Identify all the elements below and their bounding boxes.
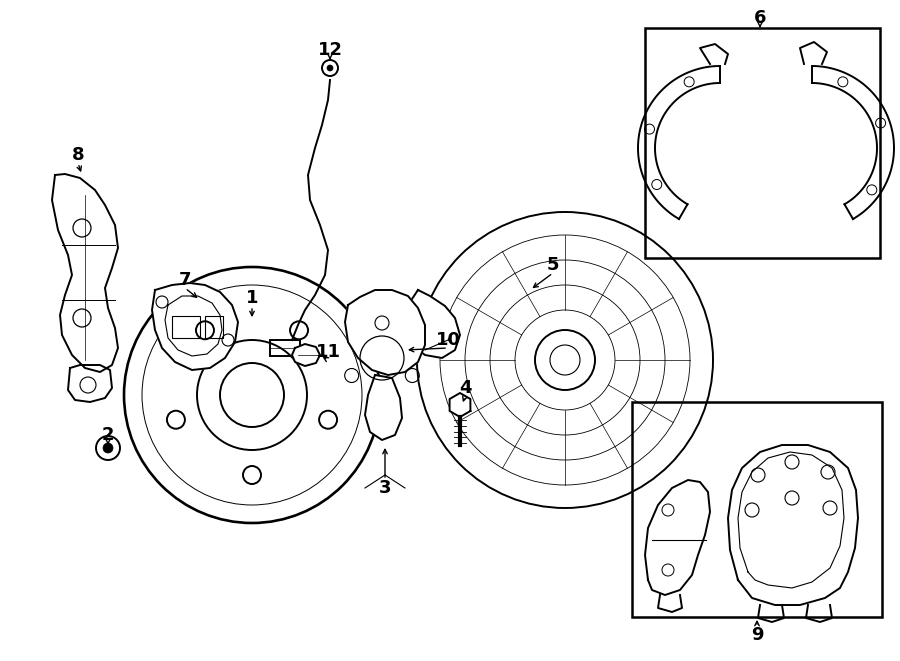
- Text: 3: 3: [379, 479, 392, 497]
- Bar: [205, 316, 223, 338]
- Polygon shape: [345, 290, 425, 375]
- Text: 4: 4: [459, 379, 472, 397]
- Text: 7: 7: [179, 271, 191, 289]
- Polygon shape: [68, 365, 112, 402]
- Polygon shape: [405, 290, 460, 358]
- Polygon shape: [645, 480, 710, 595]
- Bar: [172, 316, 200, 338]
- Text: 10: 10: [436, 331, 461, 349]
- Bar: [632, 402, 882, 617]
- Text: 9: 9: [751, 626, 763, 644]
- Text: 1: 1: [246, 289, 258, 307]
- Text: 11: 11: [316, 343, 340, 361]
- Text: 8: 8: [72, 146, 85, 164]
- Text: 12: 12: [318, 41, 343, 59]
- Polygon shape: [52, 174, 118, 372]
- Polygon shape: [365, 375, 402, 440]
- Polygon shape: [292, 344, 320, 366]
- Polygon shape: [450, 393, 471, 417]
- Polygon shape: [152, 283, 238, 370]
- Circle shape: [103, 443, 113, 453]
- Text: 6: 6: [754, 9, 766, 27]
- Polygon shape: [728, 445, 858, 605]
- Circle shape: [327, 65, 333, 71]
- Text: 5: 5: [547, 256, 559, 274]
- Bar: [645, 28, 880, 258]
- Bar: [270, 340, 300, 356]
- Text: 2: 2: [102, 426, 114, 444]
